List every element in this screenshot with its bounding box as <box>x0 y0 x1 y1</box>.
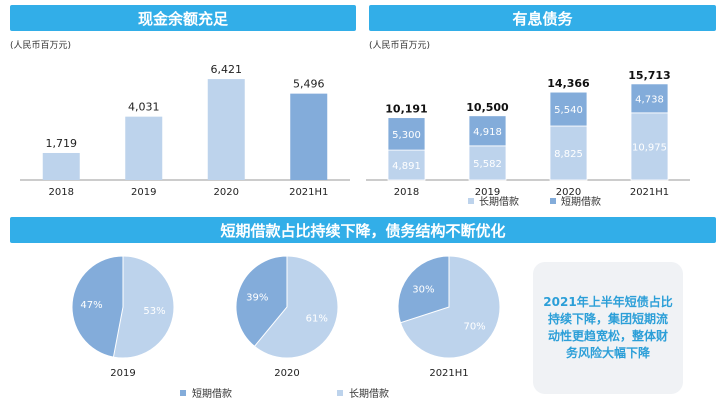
debt-long-term-label: 10,975 <box>632 142 667 153</box>
summary-note-text: 2021年上半年短债占比持续下降，集团短期流动性更趋宽松，整体财务风险大幅下降 <box>543 295 673 360</box>
cash-value-label: 6,421 <box>211 63 243 76</box>
debt-short-term-label: 4,738 <box>635 94 664 105</box>
debt-legend-short-term-label: 短期借款 <box>561 195 601 208</box>
pie-label-long-term: 53% <box>143 306 165 317</box>
debt-chart-header: 有息债务 <box>369 5 716 31</box>
cash-bar <box>125 116 163 180</box>
cash-value-label: 4,031 <box>128 101 160 114</box>
debt-short-term-label: 5,300 <box>392 130 421 141</box>
debt-legend-long-term-swatch <box>468 198 474 204</box>
legend-long-term: 长期借款 <box>337 385 389 400</box>
debt-total-label: 10,191 <box>385 103 427 116</box>
ratio-section-title: 短期借款占比持续下降，债务结构不断优化 <box>220 221 506 240</box>
debt-category-label: 2018 <box>394 187 419 198</box>
debt-long-term-bar <box>468 145 507 181</box>
pie-year-label: 2019 <box>110 368 135 379</box>
cash-chart-header: 现金余额充足 <box>10 5 356 31</box>
debt-long-term-bar <box>387 149 426 181</box>
debt-short-term-bar <box>387 117 426 151</box>
debt-short-term-bar <box>549 91 588 127</box>
pie-slice-short-term <box>235 255 288 348</box>
legend-short-term-swatch <box>180 389 186 396</box>
debt-long-term-bar <box>549 125 588 181</box>
pie-slice-short-term <box>71 255 124 358</box>
cash-value-label: 1,719 <box>46 137 78 150</box>
debt-short-term-label: 5,540 <box>554 105 583 116</box>
cash-category-label: 2020 <box>214 187 239 198</box>
pie-label-long-term: 70% <box>463 322 485 333</box>
cash-bar <box>207 79 245 180</box>
pie-label-short-term: 47% <box>80 300 102 311</box>
cash-chart-title: 现金余额充足 <box>137 9 228 28</box>
ratio-section-header: 短期借款占比持续下降，债务结构不断优化 <box>10 217 716 243</box>
pie-label-short-term: 30% <box>412 284 434 295</box>
debt-long-term-bar <box>630 112 669 181</box>
cash-bar <box>42 152 80 180</box>
cash-category-label: 2019 <box>131 187 156 198</box>
pie-label-long-term: 61% <box>306 314 328 325</box>
summary-note-box: 2021年上半年短债占比持续下降，集团短期流动性更趋宽松，整体财务风险大幅下降 <box>533 262 683 394</box>
pie-label-short-term: 39% <box>246 292 268 303</box>
pie-year-label: 2020 <box>274 368 299 379</box>
cash-unit-label: (人民币百万元) <box>10 41 72 51</box>
debt-short-term-bar <box>468 115 507 147</box>
pie-year-label: 2021H1 <box>429 368 468 379</box>
cash-value-label: 5,496 <box>293 78 325 91</box>
cash-category-label: 2018 <box>49 187 74 198</box>
legend-short-term-label: 短期借款 <box>192 389 232 400</box>
debt-legend-short-term-swatch <box>550 198 556 204</box>
debt-category-label: 2019 <box>475 187 500 198</box>
debt-chart-title: 有息债务 <box>512 9 573 28</box>
debt-total-label: 15,713 <box>628 69 670 82</box>
debt-short-term-bar <box>630 83 669 114</box>
debt-long-term-label: 8,825 <box>554 149 583 160</box>
debt-category-label: 2020 <box>556 187 581 198</box>
debt-unit-label: (人民币百万元) <box>369 41 431 51</box>
debt-total-label: 10,500 <box>466 101 509 114</box>
cash-category-label: 2021H1 <box>289 187 328 198</box>
legend-long-term-swatch <box>337 389 343 396</box>
legend-long-term-label: 长期借款 <box>349 389 389 400</box>
debt-legend-long-term-label: 长期借款 <box>479 195 519 208</box>
debt-category-label: 2021H1 <box>630 187 669 198</box>
debt-total-label: 14,366 <box>547 77 590 90</box>
pie-slice-short-term <box>397 255 450 324</box>
legend-short-term: 短期借款 <box>180 385 232 400</box>
debt-long-term-label: 4,891 <box>392 161 421 172</box>
debt-short-term-label: 4,918 <box>473 127 502 138</box>
cash-bar <box>290 93 328 180</box>
debt-long-term-label: 5,582 <box>473 159 502 170</box>
